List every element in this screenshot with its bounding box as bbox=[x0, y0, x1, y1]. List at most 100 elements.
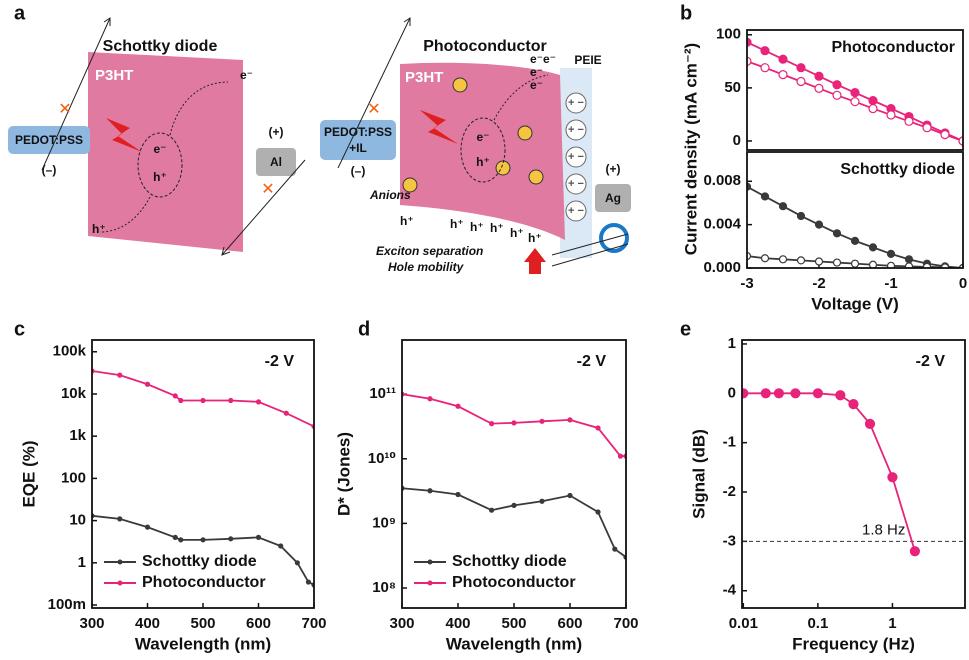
svg-text:+ −: + − bbox=[568, 124, 584, 136]
annotation: -2 V bbox=[265, 353, 295, 370]
dipoles bbox=[565, 92, 587, 222]
hole-label: h⁺ bbox=[490, 221, 504, 235]
block-mark: ✕ bbox=[367, 101, 380, 118]
schottky-schematic: Schottky diode P3HT PEDOT:PSS (–) Al (+)… bbox=[8, 17, 306, 256]
electron-out: e⁻ bbox=[530, 78, 543, 92]
cathode-sign: (+) bbox=[269, 125, 284, 139]
y-axis-label: EQE (%) bbox=[19, 440, 38, 507]
data-point bbox=[850, 88, 860, 98]
x-tick-label: 600 bbox=[246, 615, 271, 632]
data-point bbox=[832, 90, 842, 100]
light-bolt bbox=[106, 118, 142, 152]
cathode-box bbox=[256, 148, 296, 176]
y-tick-label: -1 bbox=[723, 434, 736, 451]
data-point bbox=[909, 546, 920, 557]
data-point bbox=[539, 498, 545, 504]
data-point bbox=[760, 192, 770, 201]
exciton bbox=[460, 117, 506, 183]
data-point bbox=[904, 262, 914, 268]
data-point bbox=[760, 388, 771, 399]
data-point bbox=[539, 418, 545, 424]
x-tick-label: 1 bbox=[888, 615, 896, 632]
data-point bbox=[178, 537, 184, 543]
x-tick-label: 300 bbox=[79, 615, 104, 632]
data-point bbox=[832, 258, 842, 267]
data-point bbox=[812, 388, 823, 399]
data-point bbox=[595, 509, 601, 515]
anions bbox=[402, 77, 544, 193]
data-point bbox=[904, 255, 914, 264]
data-point bbox=[617, 453, 624, 459]
legend-marker bbox=[117, 559, 123, 565]
series-line bbox=[747, 185, 963, 268]
contact-ring bbox=[599, 223, 629, 253]
diagram-title: Schottky diode bbox=[103, 38, 218, 55]
x-tick-label: 300 bbox=[389, 615, 414, 632]
arrow bbox=[221, 159, 306, 256]
data-point bbox=[595, 425, 601, 431]
hole: h⁺ bbox=[153, 170, 167, 184]
x-axis-label: Voltage (V) bbox=[811, 294, 899, 313]
series-line bbox=[402, 393, 626, 458]
data-point bbox=[940, 130, 950, 140]
chart: 0 50 100 Photoconductor Current density (mA … bbox=[681, 26, 964, 255]
data-point bbox=[228, 536, 234, 542]
data-point bbox=[567, 417, 573, 423]
data-point bbox=[886, 110, 896, 120]
data-point bbox=[886, 261, 896, 268]
data-point bbox=[455, 491, 461, 498]
arrow bbox=[41, 17, 111, 171]
data-point bbox=[489, 421, 495, 427]
data-point bbox=[427, 396, 433, 402]
arrow bbox=[551, 233, 629, 256]
data-point bbox=[178, 397, 184, 404]
data-point bbox=[790, 388, 801, 399]
panel-label: b bbox=[680, 2, 692, 24]
data-point bbox=[612, 546, 618, 552]
block-mark: ✕ bbox=[261, 181, 274, 198]
data-point bbox=[760, 46, 770, 56]
y-tick-label: 100 bbox=[716, 26, 741, 43]
data-point bbox=[200, 397, 206, 404]
data-point bbox=[773, 388, 784, 399]
y-tick-label: -4 bbox=[723, 582, 737, 599]
data-point bbox=[904, 116, 914, 126]
y-tick-label: 100k bbox=[53, 343, 87, 360]
series-line bbox=[92, 514, 314, 586]
svg-text:+ −: + − bbox=[568, 178, 584, 190]
arrow bbox=[551, 243, 629, 267]
y-tick-label: 100 bbox=[61, 469, 86, 486]
hole-label: h⁺ bbox=[470, 220, 484, 234]
data-point bbox=[814, 220, 824, 229]
reference-label: 1.8 Hz bbox=[862, 521, 905, 538]
y-tick-label: 10k bbox=[61, 385, 87, 402]
data-point bbox=[850, 236, 860, 245]
chart: 100m 1 10 100 1k 10k 100k 300 400 500 600 700 -2 V Wa… bbox=[19, 339, 327, 653]
data-point bbox=[747, 37, 752, 47]
y-tick-label: 1 bbox=[728, 335, 736, 352]
electron-out: e⁻e⁻ bbox=[530, 52, 556, 66]
y-tick-label: 0 bbox=[733, 132, 741, 149]
x-tick-label: 500 bbox=[501, 615, 526, 632]
anode-box bbox=[8, 126, 90, 154]
legend-label: Schottky diode bbox=[452, 553, 567, 570]
y-tick-label: 10 bbox=[69, 512, 86, 529]
y-tick-label: 100m bbox=[48, 596, 86, 613]
x-tick-label: -2 bbox=[812, 275, 825, 292]
dipole-signs: + − + − + − + − + − bbox=[568, 97, 584, 217]
plot-frame bbox=[91, 339, 315, 609]
hole-label: h⁺ bbox=[510, 226, 524, 240]
y-axis-label: D* (Jones) bbox=[334, 432, 353, 516]
panel-label: a bbox=[14, 2, 26, 24]
photoconductor-schematic: Photoconductor P3HT PEDOT:PSS +IL (–) PE… bbox=[320, 17, 631, 274]
data-point bbox=[814, 71, 824, 81]
data-point bbox=[228, 397, 234, 404]
x-axis-label: Wavelength (nm) bbox=[135, 634, 271, 653]
data-point bbox=[868, 103, 878, 114]
data-point bbox=[848, 399, 859, 410]
data-point bbox=[814, 257, 824, 266]
p3ht-layer bbox=[400, 62, 565, 240]
data-point bbox=[778, 54, 788, 64]
electron-out: e⁻ bbox=[530, 65, 543, 79]
